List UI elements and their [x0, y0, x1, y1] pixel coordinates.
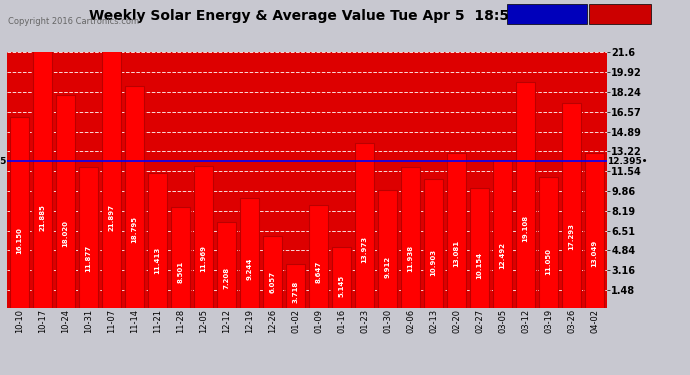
Bar [217, 222, 236, 308]
Bar [148, 173, 167, 308]
Text: 8.501: 8.501 [177, 261, 184, 284]
Text: 18.020: 18.020 [63, 219, 68, 246]
Bar [125, 86, 144, 308]
Text: 11.050: 11.050 [546, 248, 551, 275]
Text: 9.912: 9.912 [384, 255, 391, 278]
Text: 18.795: 18.795 [132, 216, 137, 243]
Text: 5.145: 5.145 [339, 275, 344, 297]
Bar [56, 95, 75, 308]
Text: Daily  ($): Daily ($) [598, 10, 642, 18]
Text: 17.293: 17.293 [569, 222, 575, 249]
Bar [424, 179, 443, 308]
Bar [585, 153, 604, 308]
Bar [401, 166, 420, 308]
Text: 8.647: 8.647 [315, 261, 322, 283]
Bar [309, 206, 328, 308]
Bar [263, 236, 282, 308]
Bar [286, 264, 305, 308]
Bar [516, 82, 535, 308]
Text: Weekly Solar Energy & Average Value Tue Apr 5  18:56: Weekly Solar Energy & Average Value Tue … [89, 9, 518, 23]
Bar [10, 117, 29, 308]
Text: Copyright 2016 Cartronics.com: Copyright 2016 Cartronics.com [8, 17, 139, 26]
Text: 13.973: 13.973 [362, 236, 368, 263]
Bar [102, 49, 121, 308]
Text: 11.877: 11.877 [86, 245, 92, 272]
Bar [447, 153, 466, 308]
Text: 10.154: 10.154 [477, 252, 482, 279]
Bar [332, 247, 351, 308]
Bar [355, 142, 374, 308]
Text: 10.903: 10.903 [431, 249, 437, 276]
Text: 11.969: 11.969 [201, 244, 206, 272]
Text: 6.057: 6.057 [270, 272, 275, 294]
Text: 13.081: 13.081 [453, 240, 460, 267]
Text: Average ($): Average ($) [519, 10, 575, 18]
Bar [33, 49, 52, 308]
Text: 11.413: 11.413 [155, 247, 161, 274]
Text: 7.208: 7.208 [224, 267, 230, 289]
Bar [539, 177, 558, 308]
Text: 19.108: 19.108 [522, 215, 529, 242]
Text: 11.938: 11.938 [408, 244, 413, 272]
Bar [240, 198, 259, 308]
Bar [378, 190, 397, 308]
Bar [194, 166, 213, 308]
Text: 12.492: 12.492 [500, 242, 506, 269]
Bar [79, 167, 98, 308]
Text: 3.718: 3.718 [293, 281, 299, 303]
Text: 21.897: 21.897 [108, 204, 115, 231]
Bar [493, 160, 512, 308]
Text: 13.049: 13.049 [591, 240, 598, 267]
Text: •12.395: •12.395 [0, 157, 7, 166]
Text: 21.885: 21.885 [39, 204, 46, 231]
Bar [171, 207, 190, 308]
Bar [470, 188, 489, 308]
Text: 16.150: 16.150 [17, 227, 23, 254]
Text: 12.395•: 12.395• [607, 157, 648, 166]
Bar [562, 104, 581, 308]
Text: 9.244: 9.244 [246, 258, 253, 280]
